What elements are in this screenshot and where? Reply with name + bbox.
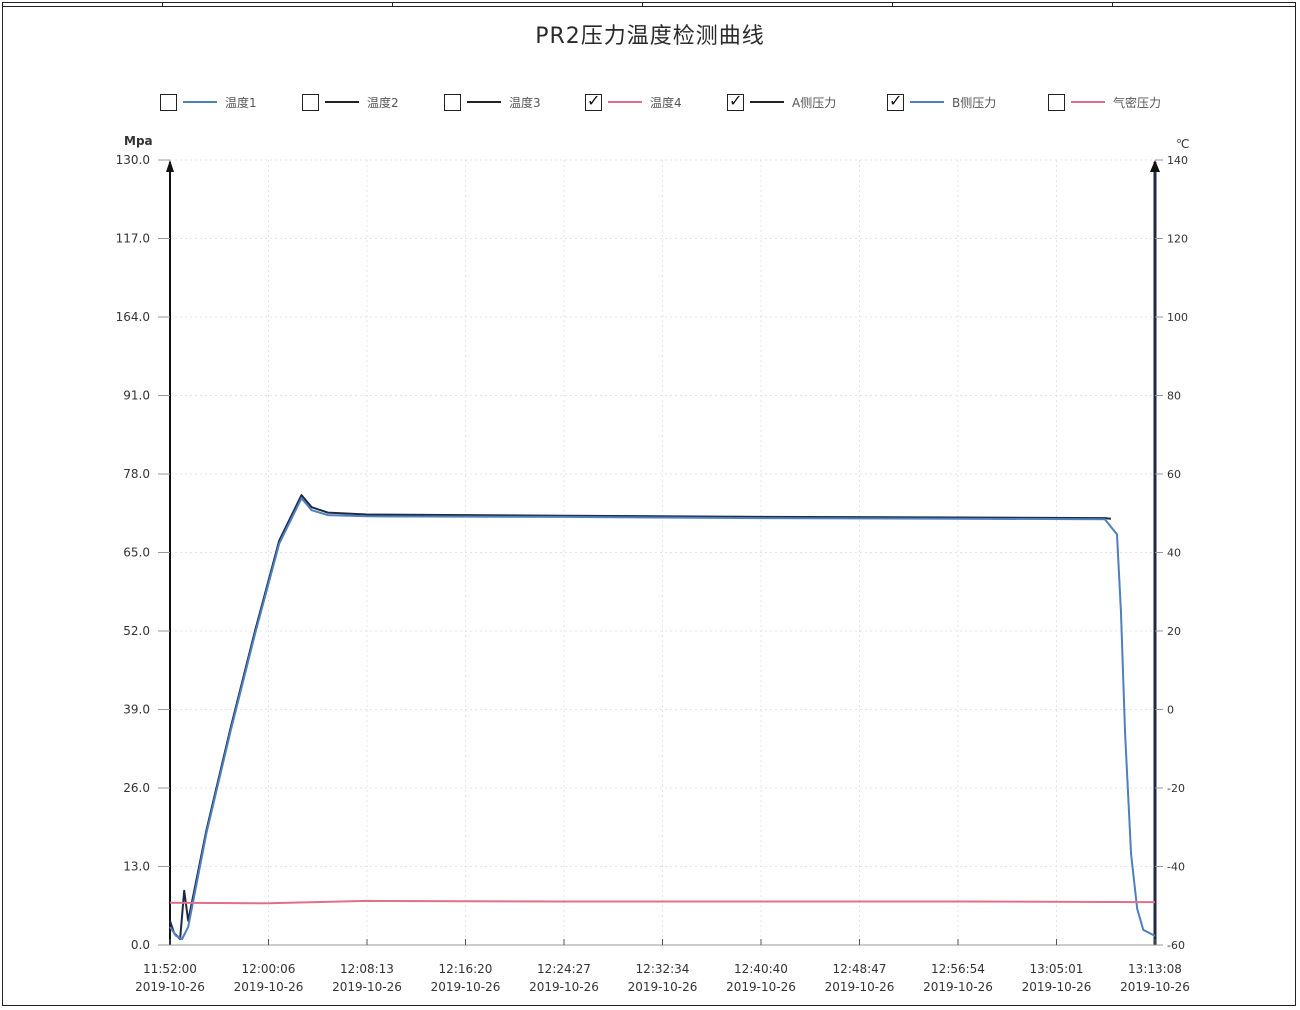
legend-swatch — [910, 101, 944, 103]
legend-item-b-pressure[interactable]: B侧压力 — [887, 90, 996, 114]
x-tick-date: 2019-10-26 — [726, 980, 796, 994]
x-tick-date: 2019-10-26 — [1120, 980, 1190, 994]
left-tick-label: 39.0 — [123, 703, 150, 717]
legend-checkbox[interactable] — [302, 93, 319, 111]
x-tick-time: 13:05:01 — [1030, 962, 1084, 976]
left-tick-label: 78.0 — [123, 467, 150, 481]
left-tick-label: 91.0 — [123, 389, 150, 403]
legend-swatch — [325, 101, 359, 103]
legend-item-airtight-pressure[interactable]: 气密压力 — [1048, 90, 1161, 114]
legend-item-temp4[interactable]: 温度4 — [585, 90, 682, 114]
legend-swatch — [1071, 101, 1105, 103]
x-tick-time: 11:52:00 — [143, 962, 197, 976]
axes — [158, 159, 1163, 946]
legend-swatch — [467, 101, 501, 103]
legend-item-temp1[interactable]: 温度1 — [160, 90, 257, 114]
right-tick-label: 100 — [1167, 311, 1188, 324]
right-tick-label: 20 — [1167, 625, 1181, 638]
x-tick-date: 2019-10-26 — [431, 980, 501, 994]
legend-label: 气密压力 — [1113, 95, 1162, 110]
right-tick-label: -60 — [1167, 939, 1185, 952]
x-tick-time: 12:48:47 — [833, 962, 887, 976]
legend-swatch — [608, 101, 642, 103]
x-tick-date: 2019-10-26 — [135, 980, 205, 994]
x-tick-date: 2019-10-26 — [234, 980, 304, 994]
legend-checkbox[interactable] — [160, 93, 177, 111]
legend-swatch — [750, 101, 784, 103]
right-tick-label: -20 — [1167, 782, 1185, 795]
series-lines — [169, 494, 1156, 940]
x-tick-time: 12:08:13 — [340, 962, 394, 976]
x-tick-date: 2019-10-26 — [529, 980, 599, 994]
series-line — [169, 494, 1111, 940]
left-tick-label: 117.0 — [116, 232, 150, 246]
legend-label: B侧压力 — [952, 95, 997, 110]
legend-label: 温度2 — [367, 95, 399, 110]
legend-checkbox[interactable] — [444, 93, 461, 111]
legend-item-temp3[interactable]: 温度3 — [444, 90, 541, 114]
right-tick-label: 140 — [1167, 154, 1188, 167]
x-tick-date: 2019-10-26 — [332, 980, 402, 994]
legend-checkbox[interactable] — [887, 91, 904, 111]
x-tick-time: 12:56:54 — [931, 962, 985, 976]
x-tick-date: 2019-10-26 — [825, 980, 895, 994]
legend-checkbox[interactable] — [727, 91, 744, 111]
left-tick-label: 130.0 — [116, 153, 150, 167]
legend-item-temp2[interactable]: 温度2 — [302, 90, 399, 114]
legend-label: 温度4 — [650, 95, 682, 110]
left-tick-label: 164.0 — [116, 310, 150, 324]
x-tick-time: 13:13:08 — [1128, 962, 1182, 976]
right-tick-label: -40 — [1167, 861, 1185, 874]
x-tick-date: 2019-10-26 — [628, 980, 698, 994]
series-line — [169, 497, 1156, 940]
right-tick-label: 80 — [1167, 390, 1181, 403]
legend-checkbox[interactable] — [585, 91, 602, 111]
grid — [169, 159, 1156, 946]
left-tick-label: 0.0 — [131, 938, 150, 952]
left-tick-label: 52.0 — [123, 624, 150, 638]
legend-label: A侧压力 — [792, 95, 837, 110]
right-axis-unit: ℃ — [1176, 137, 1189, 151]
right-tick-label: 0 — [1167, 704, 1174, 717]
left-tick-label: 65.0 — [123, 546, 150, 560]
x-tick-date: 2019-10-26 — [923, 980, 993, 994]
x-tick-time: 12:00:06 — [242, 962, 296, 976]
x-tick-date: 2019-10-26 — [1022, 980, 1092, 994]
right-tick-label: 40 — [1167, 547, 1181, 560]
x-tick-time: 12:24:27 — [537, 962, 591, 976]
tick-labels: 130.0 117.0 164.0 91.0 78.0 65.0 52.0 39.0 26.0 1… — [116, 134, 1190, 994]
legend-item-a-pressure[interactable]: A侧压力 — [727, 90, 836, 114]
left-tick-label: 26.0 — [123, 781, 150, 795]
right-tick-label: 60 — [1167, 468, 1181, 481]
left-axis-unit: Mpa — [124, 134, 153, 148]
legend-checkbox[interactable] — [1048, 93, 1065, 111]
chart-title: PR2压力温度检测曲线 — [535, 24, 765, 49]
legend-label: 温度3 — [509, 95, 541, 110]
x-tick-time: 12:40:40 — [734, 962, 788, 976]
left-axis-arrow — [166, 160, 174, 172]
right-axis-arrow — [1150, 160, 1160, 172]
top-table-strip — [2, 2, 1296, 7]
x-tick-time: 12:32:34 — [636, 962, 690, 976]
right-tick-label: 120 — [1167, 233, 1188, 246]
legend-label: 温度1 — [225, 95, 257, 110]
x-tick-time: 12:16:20 — [439, 962, 493, 976]
left-tick-label: 13.0 — [123, 860, 150, 874]
series-line — [169, 899, 1156, 905]
legend-swatch — [183, 101, 217, 103]
